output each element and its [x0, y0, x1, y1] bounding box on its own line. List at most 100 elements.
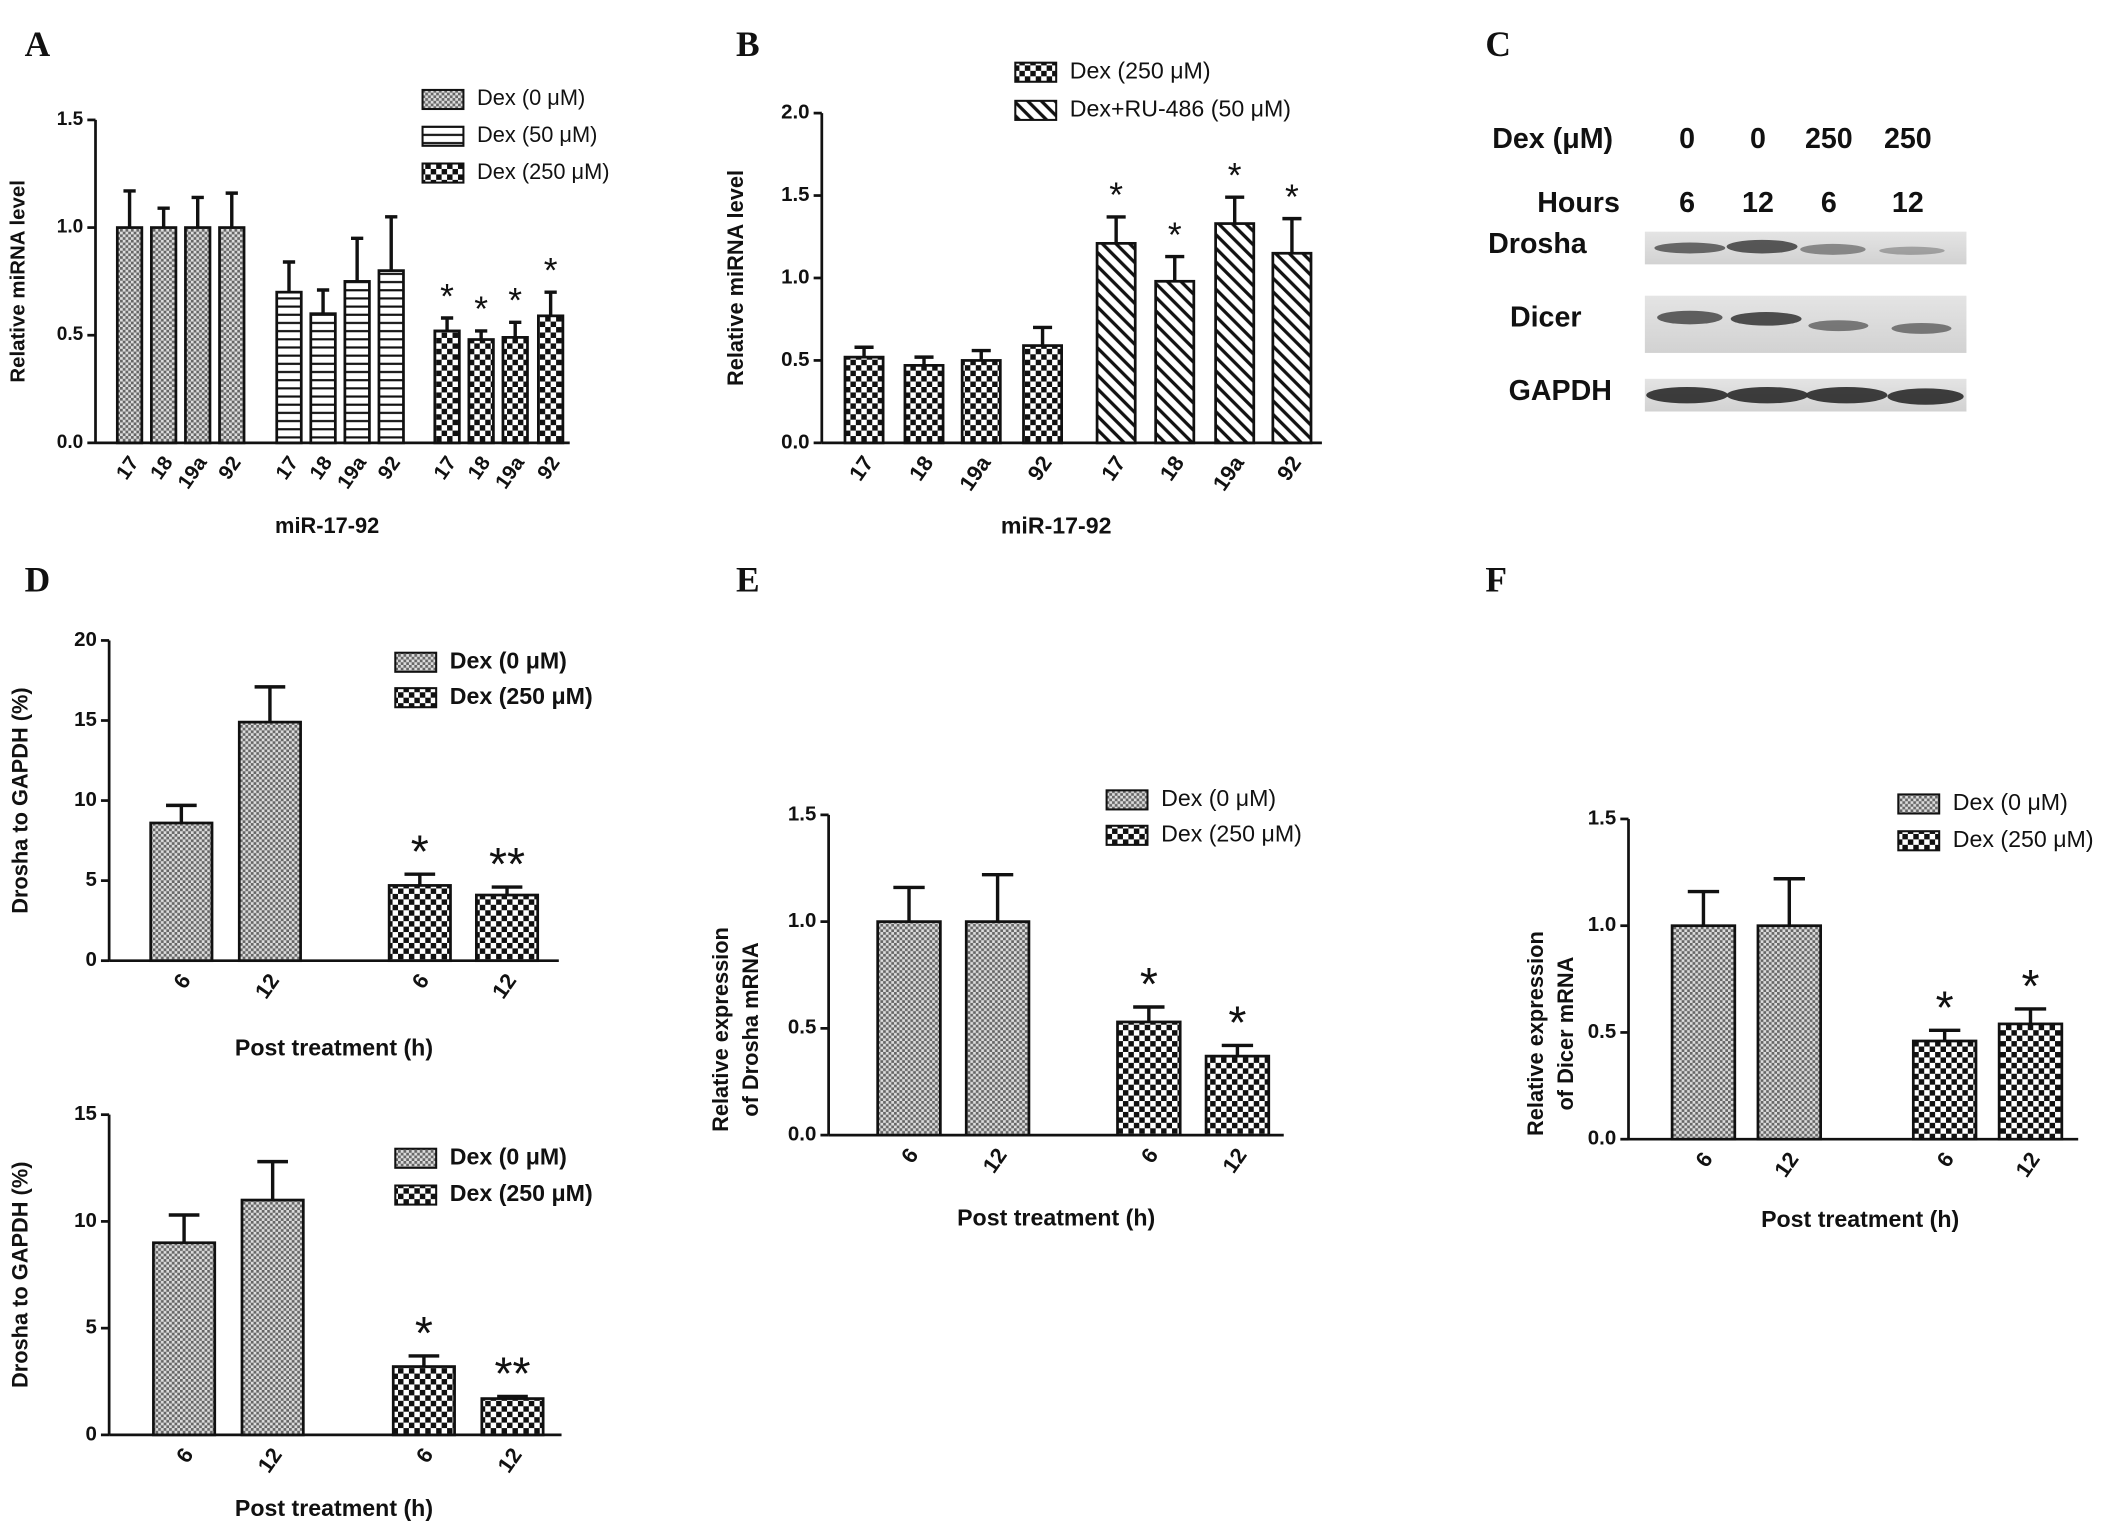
error-bar	[1165, 254, 1185, 282]
x-tick-label: 12	[253, 1443, 287, 1477]
band	[1808, 320, 1869, 332]
x-tick-label: 92	[214, 452, 246, 484]
x-tick-label: 18	[904, 451, 938, 485]
significance: *	[1228, 155, 1242, 195]
legend-swatch	[1897, 793, 1941, 815]
dose: 0	[1679, 123, 1695, 155]
error-bar	[497, 1394, 528, 1399]
bar	[218, 226, 246, 445]
bar	[391, 1365, 456, 1437]
significance: *	[544, 250, 558, 290]
error-bar	[491, 885, 523, 896]
x-tick-label: 19a	[954, 450, 996, 495]
error-bar	[440, 316, 454, 331]
bar	[480, 1397, 545, 1437]
bar	[1911, 1039, 1978, 1141]
bar	[1204, 1054, 1271, 1137]
panel-label: E	[736, 559, 760, 599]
y-tick-label: 0	[85, 1422, 96, 1445]
error-bar	[1133, 1005, 1165, 1022]
y-axis-label: Relative expression	[1523, 931, 1548, 1136]
y-axis-label: Relative miRNA level	[7, 180, 30, 383]
western-blot: Dex (μM) 0 0 250 250 Hours 6 12 6 12 Dro…	[1488, 123, 1967, 412]
bar	[150, 226, 178, 445]
y-axis-label: Drosha to GAPDH (%)	[8, 1162, 33, 1388]
bar	[184, 226, 212, 445]
x-tick-label: 12	[492, 1443, 526, 1477]
x-axis-label: Post treatment (h)	[957, 1205, 1155, 1231]
panel-labels: A B C D E F	[25, 24, 1511, 600]
legend-swatch	[394, 1184, 438, 1206]
significance: *	[2021, 960, 2039, 1012]
bar-chart: 0.0 0.5 1.0 1.5 6 12 Dex (0 μM) * 6 * 12 Dex (250 μ…	[708, 785, 1302, 1231]
band	[1805, 386, 1888, 404]
error-bar	[914, 355, 934, 366]
bar	[537, 314, 565, 445]
dose: 0	[1750, 123, 1766, 155]
legend-swatch	[421, 162, 465, 184]
significance: *	[1228, 997, 1246, 1049]
y-tick-label: 15	[74, 708, 97, 731]
bar	[964, 920, 1031, 1137]
error-bar	[1221, 1043, 1254, 1057]
y-tick-label: 20	[74, 628, 97, 651]
y-tick-label: 5	[85, 868, 96, 891]
significance: *	[440, 276, 454, 316]
time-header: Hours	[1537, 187, 1620, 219]
y-tick-label: 5	[85, 1316, 96, 1339]
y-tick-label: 0.5	[781, 348, 809, 371]
time: 6	[1679, 187, 1695, 219]
error-bar	[1773, 877, 1805, 926]
x-tick-label: 17	[429, 452, 461, 484]
x-tick-label: 6	[1690, 1147, 1717, 1171]
legend-label: Dex (0 μM)	[477, 85, 585, 110]
error-bar	[282, 260, 296, 293]
x-tick-label: 19a	[333, 451, 372, 493]
significance: *	[474, 289, 488, 329]
y-tick-label: 0.0	[788, 1123, 816, 1146]
significance: **	[494, 1348, 530, 1400]
x-tick-label: 6	[168, 969, 195, 993]
legend-label: Dex (0 μM)	[1161, 785, 1276, 811]
band	[1726, 239, 1798, 254]
legend-label: Dex (250 μM)	[450, 683, 593, 709]
legend-swatch	[394, 1147, 438, 1169]
legend-swatch	[1105, 824, 1149, 846]
bar	[1670, 924, 1737, 1141]
band	[1646, 386, 1728, 404]
x-tick-label: 19a	[1208, 450, 1250, 495]
panel-label: C	[1485, 24, 1511, 64]
y-tick-label: 0.5	[1588, 1020, 1616, 1043]
bar	[1116, 1020, 1182, 1137]
legend-label: Dex (0 μM)	[450, 1143, 567, 1169]
x-tick-label: 17	[1096, 451, 1130, 485]
significance: *	[1168, 215, 1182, 255]
x-tick-label: 12	[977, 1143, 1011, 1177]
error-bar	[854, 345, 874, 358]
x-tick-label: 12	[2010, 1147, 2044, 1181]
error-bar	[509, 320, 522, 338]
y-tick-label: 0.0	[57, 432, 84, 453]
error-bar	[981, 872, 1014, 922]
significance: *	[1285, 177, 1299, 217]
dose-header: Dex (μM)	[1492, 123, 1613, 155]
x-tick-label: 6	[171, 1443, 198, 1467]
legend-swatch	[1897, 830, 1941, 852]
y-tick-label: 1.5	[781, 183, 809, 206]
x-axis-label: Post treatment (h)	[235, 1034, 433, 1060]
panel-label: F	[1485, 559, 1507, 599]
legend-label: Dex (250 μM)	[450, 1180, 593, 1206]
bar	[115, 226, 144, 445]
band	[1887, 388, 1964, 405]
y-tick-label: 0	[85, 948, 96, 971]
x-tick-label: 18	[1155, 451, 1189, 485]
y-axis-label: of Dicer mRNA	[1553, 956, 1578, 1110]
error-bar	[1928, 1028, 1961, 1041]
bar-chart: 0 5 10 15 6 12 Dex (0 μM) * 6 ** 12 Dex (250 μM) Pos…	[8, 1102, 593, 1521]
bar	[309, 312, 337, 445]
legend-swatch	[1014, 99, 1058, 121]
bar	[433, 329, 461, 445]
bar	[152, 1241, 217, 1437]
dose: 250	[1884, 123, 1932, 155]
